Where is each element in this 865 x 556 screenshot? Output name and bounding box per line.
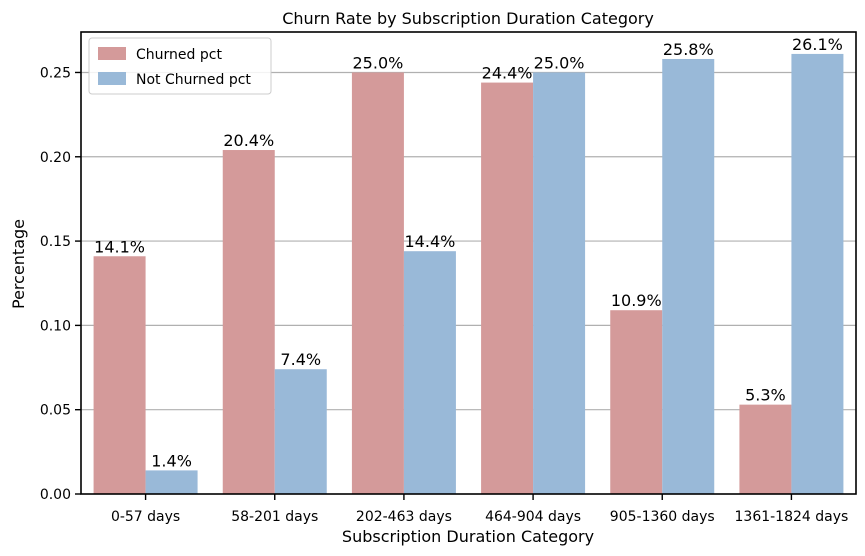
x-tick-label: 0-57 days: [111, 509, 180, 525]
x-tick-label: 202-463 days: [356, 509, 452, 525]
x-tick-label: 1361-1824 days: [735, 509, 849, 525]
bar-churned: [351, 72, 404, 494]
bars: [93, 53, 844, 495]
x-tick-label: 464-904 days: [485, 509, 581, 525]
y-tick-label: 0.15: [40, 234, 71, 250]
grid-lines: [81, 71, 856, 411]
data-label: 10.9%: [611, 291, 662, 310]
legend-label: Churned pct: [136, 47, 222, 63]
x-axis-label: Subscription Duration Category: [342, 527, 594, 546]
bar-churned: [739, 404, 792, 494]
bar-not-churned: [533, 72, 586, 494]
legend-box: [88, 37, 272, 95]
legend: Churned pct Not Churned pct: [88, 37, 272, 95]
bar-churned: [481, 82, 534, 495]
bar-churned: [222, 150, 275, 495]
axes: 0.00 0.05 0.10 0.15 0.20 0.25 0-57 days 58-201 …: [40, 31, 857, 525]
data-label: 7.4%: [280, 350, 321, 369]
plot-frame: [80, 31, 857, 495]
y-tick-label: 0.00: [40, 487, 71, 503]
bar-not-churned: [274, 369, 327, 494]
y-tick-label: 0.25: [40, 65, 71, 81]
data-label: 25.0%: [534, 53, 585, 72]
chart-title: Churn Rate by Subscription Duration Cate…: [282, 9, 654, 28]
bar-labels: 14.1%20.4%25.0%24.4%10.9%5.3%1.4%7.4%14.…: [94, 35, 843, 470]
data-label: 14.1%: [94, 237, 145, 256]
y-axis-label: Percentage: [9, 219, 28, 309]
legend-swatch: [98, 72, 126, 85]
data-label: 5.3%: [745, 386, 786, 405]
data-label: 24.4%: [482, 64, 533, 83]
x-tick-label: 905-1360 days: [610, 509, 715, 525]
bar-churned: [93, 256, 146, 494]
bar-not-churned: [791, 53, 844, 494]
data-label: 1.4%: [151, 451, 192, 470]
legend-label: Not Churned pct: [136, 72, 251, 88]
data-label: 26.1%: [792, 35, 843, 54]
bar-not-churned: [145, 470, 198, 494]
data-label: 14.4%: [405, 232, 456, 251]
y-tick-label: 0.10: [40, 318, 71, 334]
data-label: 25.8%: [663, 40, 714, 59]
bar-churned: [610, 310, 663, 494]
y-tick-label: 0.05: [40, 403, 71, 419]
x-tick-label: 58-201 days: [231, 509, 318, 525]
y-tick-label: 0.20: [40, 150, 71, 166]
bar-not-churned: [403, 251, 456, 494]
data-label: 25.0%: [353, 53, 404, 72]
bar-not-churned: [662, 58, 715, 495]
legend-swatch: [98, 47, 126, 60]
data-label: 20.4%: [223, 131, 274, 150]
